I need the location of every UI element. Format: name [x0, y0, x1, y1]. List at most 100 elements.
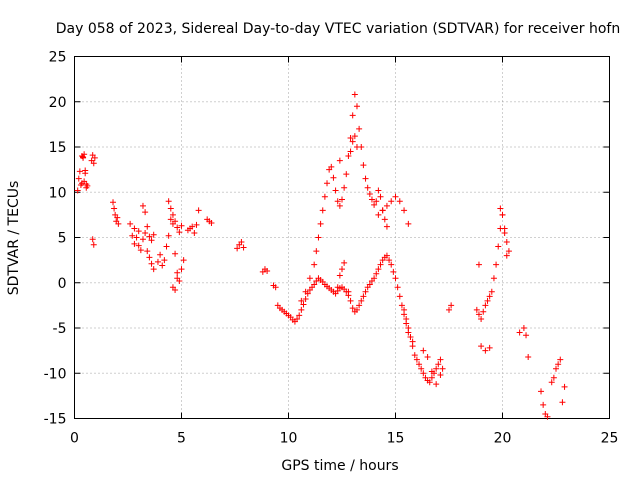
data-point	[146, 254, 153, 261]
data-point	[161, 257, 168, 264]
y-tick-label: 15	[49, 140, 67, 156]
y-tick-label: 20	[49, 95, 67, 111]
data-point	[478, 315, 485, 322]
data-point	[407, 334, 414, 341]
data-point	[341, 184, 348, 191]
data-point	[538, 388, 545, 395]
data-point	[360, 293, 367, 300]
data-point	[150, 266, 157, 273]
data-point	[139, 202, 146, 209]
data-point	[353, 103, 360, 110]
data-point	[437, 356, 444, 363]
data-point	[398, 302, 405, 309]
data-point	[131, 225, 138, 232]
data-point	[146, 233, 153, 240]
data-point	[437, 372, 444, 379]
data-point	[413, 356, 420, 363]
data-point	[405, 325, 412, 331]
data-point	[347, 148, 354, 155]
data-point	[424, 353, 431, 360]
data-point	[409, 343, 416, 350]
data-point	[448, 302, 455, 309]
x-tick-label: 10	[280, 431, 298, 447]
data-point	[334, 284, 341, 291]
data-point	[180, 257, 187, 264]
y-tick-label: -15	[44, 412, 67, 428]
data-point	[302, 288, 309, 295]
data-point	[298, 297, 305, 304]
data-point	[405, 220, 412, 227]
data-point	[315, 234, 322, 241]
data-point	[238, 239, 245, 246]
data-point	[296, 312, 303, 319]
data-point	[353, 306, 360, 313]
data-point	[347, 134, 354, 141]
data-point	[555, 361, 562, 368]
data-point	[349, 112, 356, 119]
data-point	[115, 220, 122, 227]
data-point	[142, 209, 149, 216]
data-point	[298, 306, 305, 313]
data-point	[347, 297, 354, 304]
y-tick-label: -5	[53, 321, 67, 337]
data-point	[165, 198, 172, 205]
data-point	[345, 153, 352, 160]
y-tick-label: -10	[44, 366, 67, 382]
data-point	[379, 207, 386, 214]
data-point	[139, 236, 146, 243]
data-point	[349, 138, 356, 145]
data-point	[484, 297, 491, 304]
data-point	[433, 381, 440, 388]
data-point	[373, 270, 380, 277]
data-point	[111, 205, 118, 212]
data-point	[339, 266, 345, 273]
data-point	[172, 218, 179, 225]
data-point	[396, 293, 403, 300]
data-point	[557, 356, 564, 363]
data-point	[548, 379, 555, 386]
data-point	[392, 275, 399, 282]
data-point	[351, 133, 358, 140]
data-point	[428, 374, 435, 381]
data-point	[172, 250, 179, 257]
data-point	[368, 196, 375, 203]
data-point	[482, 347, 489, 354]
data-point	[311, 281, 318, 288]
data-point	[439, 365, 446, 372]
data-point	[371, 275, 378, 282]
data-point	[167, 216, 174, 223]
data-point	[127, 220, 134, 227]
data-point	[321, 193, 328, 200]
data-point	[324, 180, 331, 187]
data-point	[336, 272, 343, 279]
x-tick-label: 15	[387, 431, 405, 447]
data-point	[362, 175, 369, 182]
data-point	[416, 361, 423, 368]
data-point	[148, 237, 155, 244]
data-point	[490, 275, 497, 282]
data-point	[339, 196, 345, 203]
data-point	[381, 216, 388, 223]
data-point	[319, 207, 326, 214]
data-point	[144, 248, 151, 255]
data-point	[475, 261, 482, 268]
data-point	[505, 248, 512, 255]
data-point	[403, 315, 410, 322]
data-point	[83, 181, 90, 188]
data-point	[420, 347, 427, 354]
data-point	[351, 91, 358, 98]
data-point	[561, 383, 568, 390]
data-point	[191, 229, 198, 236]
data-point	[163, 243, 170, 250]
data-point	[401, 207, 408, 214]
data-point	[360, 162, 367, 169]
data-point	[91, 154, 98, 161]
data-point	[189, 223, 196, 230]
y-axis-label: SDTVAR / TECUs	[6, 181, 22, 296]
data-point	[311, 261, 318, 268]
data-point	[174, 275, 181, 282]
data-point	[366, 281, 373, 288]
data-point	[390, 268, 397, 275]
data-point	[394, 284, 401, 291]
data-point	[176, 229, 183, 236]
